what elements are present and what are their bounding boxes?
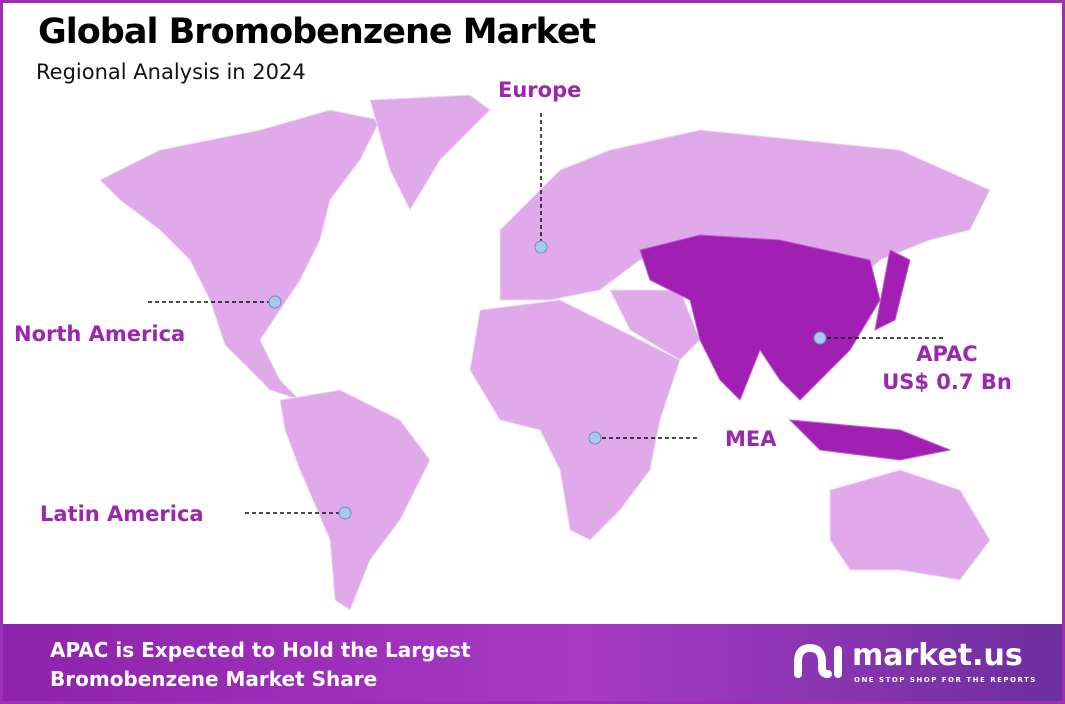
south-america-shape [279, 389, 431, 611]
footer-banner: APAC is Expected to Hold the Largest Bro… [0, 624, 1065, 704]
footer-text: APAC is Expected to Hold the Largest Bro… [50, 636, 471, 694]
africa-shape [469, 299, 681, 541]
footer-line-1: APAC is Expected to Hold the Largest [50, 638, 471, 662]
apac-value: US$ 0.7 Bn [882, 370, 1012, 394]
region-label-latin-america: Latin America [40, 502, 204, 526]
apac-shape [639, 234, 881, 401]
page-subtitle: Regional Analysis in 2024 [36, 60, 306, 84]
region-label-north-america: North America [14, 322, 186, 346]
logo-icon [794, 643, 842, 678]
indonesia-shape [788, 419, 952, 461]
market-us-logo: market.us ONE STOP SHOP FOR THE REPORTS [790, 638, 1035, 686]
latin-america-marker [338, 506, 352, 520]
region-label-apac: APAC US$ 0.7 Bn [882, 340, 1012, 396]
australia-shape [829, 469, 991, 581]
region-label-europe: Europe [498, 78, 582, 102]
logo-tagline: ONE STOP SHOP FOR THE REPORTS [854, 676, 1037, 684]
greenland-shape [369, 94, 491, 212]
north-america-marker [268, 295, 282, 309]
apac-marker [813, 331, 827, 345]
apac-name: APAC [916, 342, 978, 366]
region-label-mea: MEA [725, 427, 777, 451]
europe-marker [534, 240, 548, 254]
mea-marker [588, 431, 602, 445]
footer-line-2: Bromobenzene Market Share [50, 667, 378, 691]
logo-name: market.us [852, 638, 1023, 673]
north-america-shape [99, 109, 381, 401]
europe-russia-shape [499, 129, 991, 301]
japan-shape [874, 249, 911, 331]
page-title: Global Bromobenzene Market [38, 12, 596, 52]
middle-east-shape [609, 289, 701, 361]
